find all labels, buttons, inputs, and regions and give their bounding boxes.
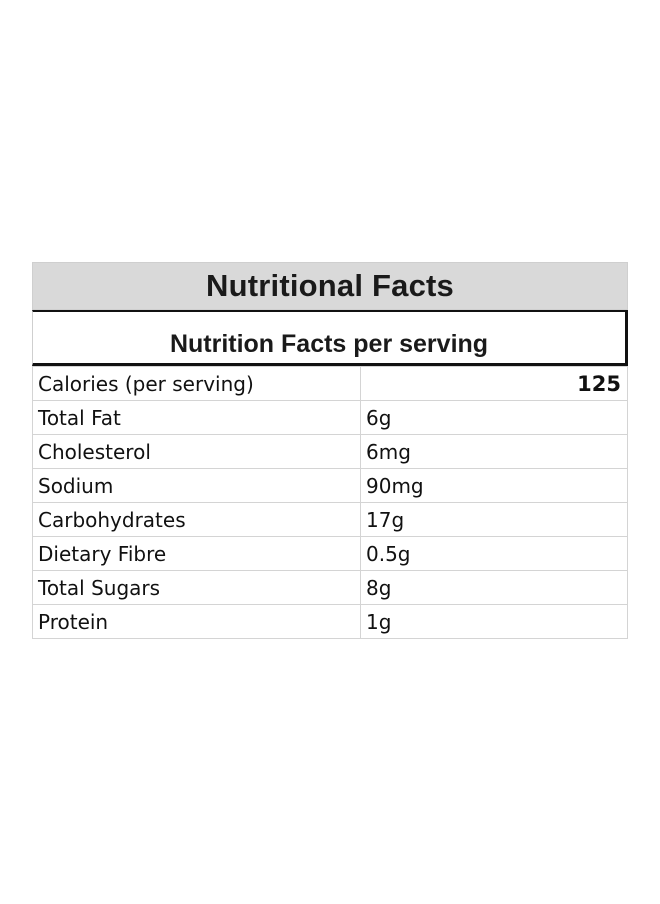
row-value: 6mg	[360, 434, 628, 469]
table-row-protein: Protein 1g	[32, 604, 628, 639]
row-label: Sodium	[32, 468, 361, 503]
row-label: Protein	[32, 604, 361, 639]
row-value: 125	[360, 366, 628, 401]
row-value: 6g	[360, 400, 628, 435]
nutrition-facts-table: Nutritional Facts Nutrition Facts per se…	[32, 262, 628, 639]
row-label: Calories (per serving)	[32, 366, 361, 401]
table-row-calories: Calories (per serving) 125	[32, 366, 628, 401]
row-label: Total Fat	[32, 400, 361, 435]
table-row-sodium: Sodium 90mg	[32, 468, 628, 503]
table-row-carbohydrates: Carbohydrates 17g	[32, 502, 628, 537]
row-label: Cholesterol	[32, 434, 361, 469]
row-value: 0.5g	[360, 536, 628, 571]
row-value: 1g	[360, 604, 628, 639]
row-value: 8g	[360, 570, 628, 605]
row-label: Carbohydrates	[32, 502, 361, 537]
table-row-cholesterol: Cholesterol 6mg	[32, 434, 628, 469]
table-row-dietary-fibre: Dietary Fibre 0.5g	[32, 536, 628, 571]
row-value: 17g	[360, 502, 628, 537]
table-row-total-fat: Total Fat 6g	[32, 400, 628, 435]
table-subtitle: Nutrition Facts per serving	[32, 310, 628, 366]
row-label: Total Sugars	[32, 570, 361, 605]
row-value: 90mg	[360, 468, 628, 503]
table-title: Nutritional Facts	[32, 262, 628, 310]
table-row-total-sugars: Total Sugars 8g	[32, 570, 628, 605]
row-label: Dietary Fibre	[32, 536, 361, 571]
nutrition-table: Calories (per serving) 125 Total Fat 6g …	[32, 366, 628, 639]
